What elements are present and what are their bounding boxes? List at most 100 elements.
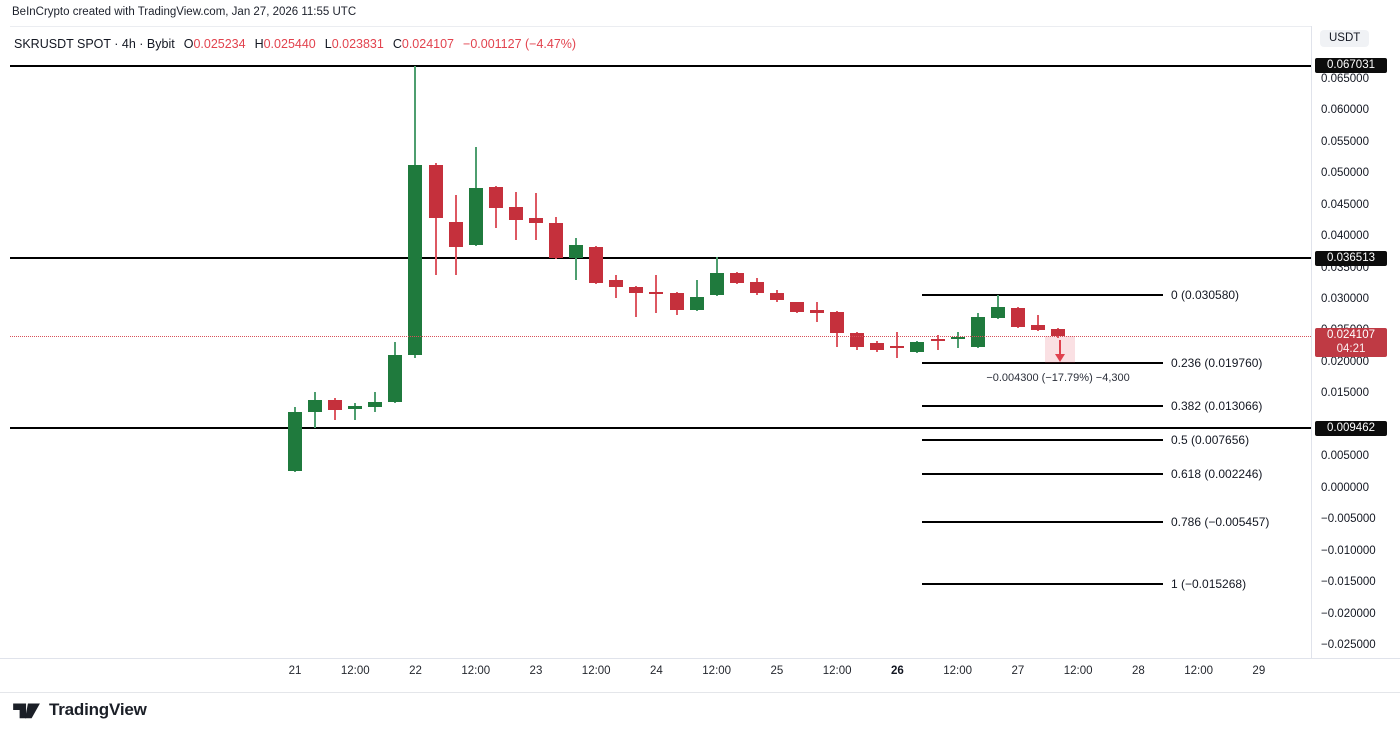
- price-line-badge: 0.036513: [1315, 250, 1387, 266]
- chart-bottom-border: [0, 692, 1400, 693]
- candle-up: [569, 244, 584, 259]
- candle-wick: [534, 193, 537, 240]
- price-tick-label: −0.020000: [1321, 607, 1376, 620]
- fib-level-line[interactable]: [922, 294, 1163, 297]
- candle-wick: [575, 237, 578, 281]
- ohlc-item: H0.025440: [254, 37, 316, 51]
- candle-down: [870, 343, 885, 350]
- change-value: −0.001127 (−4.47%): [463, 37, 577, 51]
- candle-wick: [896, 331, 899, 359]
- price-tick-label: 0.050000: [1321, 167, 1369, 180]
- candle-up: [408, 164, 423, 356]
- candle-down: [769, 292, 784, 300]
- fib-level-line[interactable]: [922, 521, 1163, 524]
- candle-up: [709, 273, 724, 296]
- symbol-title: SKRUSDT SPOT · 4h · Bybit: [14, 37, 175, 51]
- candle-countdown: 04:21: [1336, 342, 1366, 355]
- candle-down: [810, 309, 825, 313]
- projection-annotation: −0.004300 (−17.79%) −4,300: [986, 372, 1130, 384]
- price-tick-label: 0.065000: [1321, 72, 1369, 85]
- price-tick-label: 0.030000: [1321, 293, 1369, 305]
- price-tick-label: 0.055000: [1321, 135, 1369, 148]
- time-axis-label: 12:00: [1063, 665, 1093, 677]
- candle-wick: [635, 285, 638, 318]
- price-tick-label: −0.010000: [1321, 544, 1376, 557]
- candle-up: [288, 412, 302, 471]
- ohlc-item: O0.025234: [183, 37, 246, 51]
- attribution-bar: BeInCrypto created with TradingView.com,…: [12, 6, 356, 18]
- currency-button[interactable]: USDT: [1320, 30, 1370, 47]
- fib-level-label: 0.786 (−0.005457): [1171, 515, 1270, 530]
- candle-up: [468, 188, 483, 245]
- horizontal-price-line[interactable]: [10, 427, 1311, 430]
- tradingview-logo[interactable]: TradingView: [12, 698, 147, 722]
- price-line-badge: 0.067031: [1315, 58, 1387, 74]
- fib-level-line[interactable]: [922, 362, 1163, 365]
- price-tick-label: 0.060000: [1321, 104, 1369, 117]
- tradingview-logo-text: TradingView: [49, 700, 147, 719]
- time-axis-label: 22: [409, 665, 422, 677]
- price-axis[interactable]: USDT 0.065000 0.060000 0.055000 0.050000 0.0…: [1311, 26, 1400, 658]
- price-tick-label: 0.020000: [1321, 355, 1369, 368]
- ohlc-item: C0.024107: [392, 37, 455, 51]
- candle-down: [1051, 329, 1066, 337]
- last-price-badge: 0.024107 04:21: [1315, 328, 1387, 358]
- time-axis-label: 26: [890, 665, 904, 677]
- projection-arrow-shaft: [1059, 340, 1062, 356]
- price-tick-label: −0.025000: [1321, 639, 1376, 652]
- candle-down: [488, 186, 503, 208]
- price-line-badge: 0.009462: [1315, 420, 1387, 436]
- time-axis-label: 28: [1131, 665, 1145, 677]
- horizontal-price-line[interactable]: [10, 257, 1311, 259]
- chart-legend: SKRUSDT SPOT · 4h · Bybit O0.025234 H0.02…: [14, 37, 576, 51]
- horizontal-price-line[interactable]: [10, 64, 1311, 67]
- candle-down: [328, 399, 343, 410]
- price-tick-label: 0.015000: [1321, 387, 1369, 400]
- candle-down: [890, 346, 905, 349]
- candle-up: [388, 355, 403, 403]
- time-axis[interactable]: 21 12:00 22 12:00 23 12:00 24 12:00 25 12:00 26 12:…: [0, 658, 1400, 693]
- candle-wick: [936, 334, 939, 350]
- candle-wick: [695, 280, 698, 311]
- price-tick-label: −0.015000: [1321, 576, 1376, 589]
- candle-down: [1030, 324, 1045, 330]
- candle-down: [930, 338, 945, 342]
- price-tick-label: 0.040000: [1321, 230, 1369, 243]
- fib-level-line[interactable]: [922, 472, 1163, 475]
- time-axis-label: 27: [1011, 665, 1025, 677]
- candle-wick: [374, 392, 377, 413]
- fib-level-label: 0.5 (0.007656): [1171, 432, 1250, 447]
- time-axis-label: 12:00: [1184, 665, 1213, 677]
- fib-level-label: 1 (−0.015268): [1171, 577, 1247, 591]
- candle-down: [669, 292, 684, 310]
- fib-level-line[interactable]: [922, 404, 1163, 407]
- candle-down: [589, 246, 604, 284]
- time-axis-label: 12:00: [822, 665, 852, 677]
- candle-down: [549, 222, 564, 259]
- ohlc-item: L0.023831: [324, 37, 384, 51]
- fib-level-label: 0.236 (0.019760): [1171, 356, 1263, 371]
- fib-level-line[interactable]: [922, 583, 1163, 585]
- time-axis-label: 12:00: [340, 665, 370, 677]
- candle-down: [830, 312, 845, 333]
- candle-down: [749, 282, 764, 293]
- time-axis-label: 21: [288, 665, 302, 677]
- candle-up: [348, 406, 363, 410]
- fib-level-line[interactable]: [922, 438, 1163, 441]
- candle-down: [850, 333, 865, 347]
- candle-up: [950, 336, 965, 340]
- time-axis-label: 29: [1252, 665, 1266, 677]
- time-axis-label: 12:00: [461, 665, 491, 677]
- candle-down: [528, 217, 543, 223]
- time-axis-label: 12:00: [943, 665, 973, 677]
- fib-level-label: 0.382 (0.013066): [1171, 398, 1263, 413]
- fib-level-label: 0.618 (0.002246): [1171, 466, 1263, 481]
- candle-down: [428, 164, 443, 218]
- candle-up: [970, 317, 985, 347]
- candle-wick: [996, 295, 999, 320]
- time-axis-label: 25: [770, 665, 784, 677]
- time-axis-label: 12:00: [702, 665, 732, 677]
- tradingview-logo-icon: [13, 703, 40, 719]
